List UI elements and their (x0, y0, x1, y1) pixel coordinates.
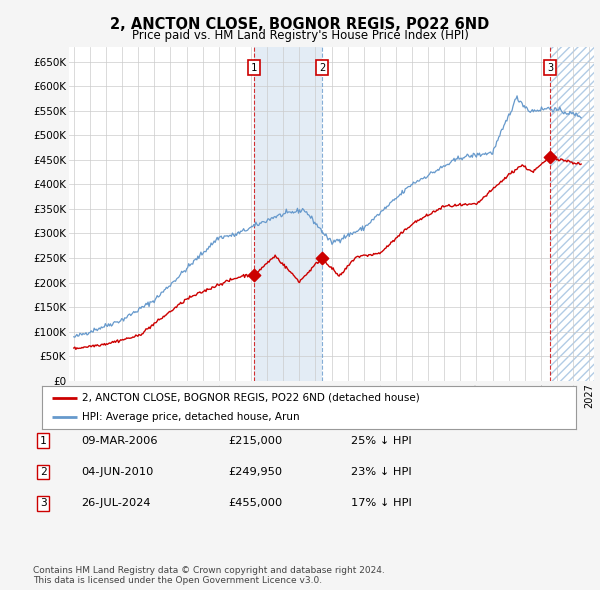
Text: 25% ↓ HPI: 25% ↓ HPI (351, 436, 412, 445)
Text: £215,000: £215,000 (228, 436, 282, 445)
Bar (550, 47, 594, 381)
Text: 26-JUL-2024: 26-JUL-2024 (81, 499, 151, 508)
Bar (254, 47, 322, 381)
Text: 1: 1 (40, 436, 47, 445)
Text: 23% ↓ HPI: 23% ↓ HPI (351, 467, 412, 477)
Text: 3: 3 (547, 63, 553, 73)
Point (317, 253, 327, 263)
Text: 1: 1 (251, 63, 257, 73)
Text: 17% ↓ HPI: 17% ↓ HPI (351, 499, 412, 508)
Text: 2: 2 (319, 63, 325, 73)
Text: Price paid vs. HM Land Registry's House Price Index (HPI): Price paid vs. HM Land Registry's House … (131, 30, 469, 42)
Text: £249,950: £249,950 (228, 467, 282, 477)
Text: 2, ANCTON CLOSE, BOGNOR REGIS, PO22 6ND: 2, ANCTON CLOSE, BOGNOR REGIS, PO22 6ND (110, 17, 490, 31)
Text: 04-JUN-2010: 04-JUN-2010 (81, 467, 154, 477)
Text: Contains HM Land Registry data © Crown copyright and database right 2024.
This d: Contains HM Land Registry data © Crown c… (33, 566, 385, 585)
Text: 2, ANCTON CLOSE, BOGNOR REGIS, PO22 6ND (detached house): 2, ANCTON CLOSE, BOGNOR REGIS, PO22 6ND … (82, 393, 420, 403)
Bar (550, 47, 594, 381)
Point (249, 270, 259, 280)
Point (545, 153, 555, 162)
Text: 09-MAR-2006: 09-MAR-2006 (81, 436, 157, 445)
Text: 3: 3 (40, 499, 47, 508)
Text: £455,000: £455,000 (228, 499, 282, 508)
Text: 2: 2 (40, 467, 47, 477)
Text: HPI: Average price, detached house, Arun: HPI: Average price, detached house, Arun (82, 412, 299, 422)
